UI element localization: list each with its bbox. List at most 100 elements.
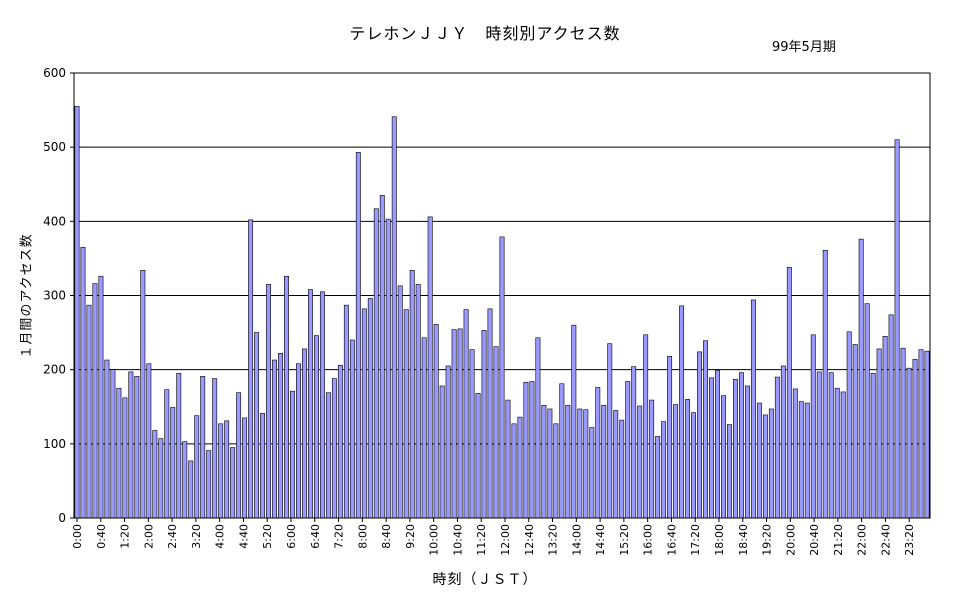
x-tick-label: 8:00 <box>356 524 369 549</box>
bar <box>278 353 283 519</box>
bar <box>852 344 858 519</box>
bar <box>541 404 547 519</box>
bar <box>104 359 110 519</box>
bar <box>487 308 493 519</box>
bar <box>457 328 463 519</box>
x-tick-label: 4:00 <box>214 524 227 549</box>
bar <box>715 370 720 519</box>
bar <box>284 275 289 519</box>
bar <box>798 401 804 519</box>
y-axis-ticks: 0 100 200 300 400 500 600 <box>43 66 74 525</box>
bar <box>888 314 894 519</box>
x-tick-label: 16:00 <box>642 524 655 556</box>
bar <box>469 349 475 519</box>
x-tick-label: 4:40 <box>237 524 250 549</box>
bars <box>74 106 930 519</box>
x-tick-label: 12:40 <box>523 524 536 556</box>
bar <box>768 408 774 519</box>
bar <box>499 236 505 519</box>
bar <box>439 385 445 519</box>
bar <box>110 369 116 519</box>
bar <box>409 269 415 519</box>
bar <box>679 305 685 519</box>
bar <box>529 381 535 519</box>
bar <box>721 395 726 519</box>
x-tick-label: 13:20 <box>547 524 560 556</box>
bar <box>810 334 816 519</box>
bar <box>134 376 140 519</box>
bar <box>296 363 301 519</box>
bar <box>272 359 277 519</box>
chart-period-label: 99年5月期 <box>772 40 836 55</box>
x-tick-label: 23:20 <box>903 524 916 556</box>
y-tick-label: 400 <box>43 214 66 228</box>
x-tick-label: 2:40 <box>166 524 179 549</box>
bar <box>571 324 577 519</box>
bar <box>152 430 158 519</box>
bar <box>74 106 80 519</box>
bar <box>559 383 565 519</box>
bar <box>224 420 230 519</box>
x-tick-label: 6:40 <box>309 524 322 549</box>
bar <box>661 421 667 519</box>
x-axis-label: 時刻（ＪＳＴ） <box>432 572 538 588</box>
bar <box>625 381 631 519</box>
bar <box>673 404 679 519</box>
bar <box>697 351 702 519</box>
bar <box>756 402 762 519</box>
bar <box>397 285 403 519</box>
x-tick-label: 8:40 <box>380 524 393 549</box>
bar <box>176 373 182 519</box>
bar <box>750 299 756 519</box>
bar <box>361 308 367 519</box>
x-tick-label: 22:40 <box>879 524 892 556</box>
bar <box>792 388 798 519</box>
bar <box>122 397 128 519</box>
x-tick-label: 1:20 <box>119 524 132 549</box>
bar <box>433 324 439 519</box>
x-tick-label: 7:20 <box>333 524 346 549</box>
bar <box>924 350 930 519</box>
bar <box>212 378 218 519</box>
y-tick-label: 300 <box>43 289 66 303</box>
x-tick-label: 19:20 <box>761 524 774 556</box>
bar <box>200 376 206 519</box>
x-tick-label: 18:00 <box>713 524 726 556</box>
bar <box>744 385 750 519</box>
bar <box>319 291 325 519</box>
x-tick-label: 17:20 <box>689 524 702 556</box>
bar <box>774 376 780 519</box>
x-tick-label: 12:00 <box>499 524 512 556</box>
bar <box>709 377 714 519</box>
x-tick-label: 22:00 <box>856 524 869 556</box>
bar <box>230 447 236 519</box>
bar <box>613 410 619 519</box>
x-tick-label: 14:00 <box>570 524 583 556</box>
bar <box>463 309 469 519</box>
bar <box>355 152 361 519</box>
bar <box>367 298 373 519</box>
chart-title: テレホンＪＪＹ 時刻別アクセス数 <box>349 24 621 43</box>
bar <box>218 423 224 519</box>
bar <box>242 417 248 519</box>
bar <box>349 339 355 519</box>
bar <box>535 337 541 519</box>
x-tick-label: 18:40 <box>737 524 750 556</box>
bar <box>607 343 613 519</box>
bar <box>290 390 295 519</box>
bar <box>313 335 319 519</box>
bar <box>577 408 583 519</box>
bar <box>804 402 810 519</box>
bar <box>649 399 655 519</box>
bar <box>912 358 918 519</box>
bar <box>254 332 260 519</box>
x-tick-label: 16:40 <box>665 524 678 556</box>
x-tick-label: 10:40 <box>451 524 464 556</box>
bar <box>505 399 511 519</box>
bar <box>738 372 744 519</box>
bar <box>451 329 457 519</box>
bar <box>732 379 738 519</box>
x-tick-label: 0:00 <box>71 524 84 549</box>
bar <box>601 404 607 519</box>
